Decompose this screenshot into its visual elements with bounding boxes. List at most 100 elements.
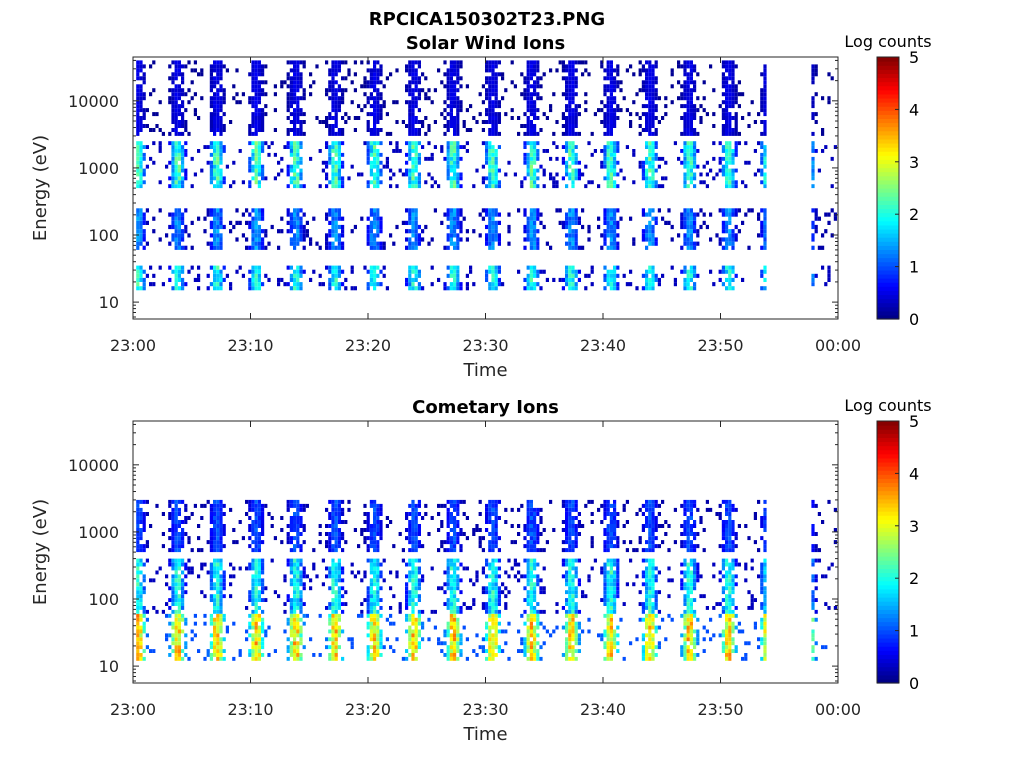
heatmap-cell bbox=[206, 273, 210, 278]
heatmap-cell bbox=[542, 184, 546, 189]
heatmap-cell bbox=[395, 224, 399, 230]
heatmap-cell bbox=[811, 160, 815, 165]
heatmap-cell bbox=[568, 116, 572, 120]
heatmap-cell bbox=[216, 216, 220, 221]
heatmap-cell bbox=[289, 629, 293, 634]
heatmap-cell bbox=[693, 84, 697, 89]
heatmap-cell bbox=[177, 265, 181, 270]
heatmap-cell bbox=[369, 80, 373, 85]
heatmap-cell bbox=[760, 131, 764, 136]
heatmap-cell bbox=[257, 540, 261, 545]
heatmap-cell bbox=[251, 273, 255, 278]
heatmap-cell bbox=[686, 76, 690, 81]
heatmap-cell bbox=[523, 124, 527, 128]
heatmap-cell bbox=[289, 613, 293, 618]
heatmap-cell bbox=[373, 220, 377, 225]
heatmap-cell bbox=[219, 574, 223, 579]
heatmap-cell bbox=[571, 72, 575, 77]
heatmap-cell bbox=[686, 149, 690, 153]
heatmap-cell bbox=[398, 149, 402, 153]
heatmap-cell bbox=[433, 88, 437, 93]
heatmap-cell bbox=[449, 116, 453, 120]
heatmap-cell bbox=[373, 112, 377, 117]
heatmap-cell bbox=[174, 92, 178, 97]
heatmap-cell bbox=[366, 184, 370, 189]
colorbar-segment bbox=[877, 298, 899, 304]
heatmap-cell bbox=[219, 558, 223, 563]
heatmap-cell bbox=[488, 224, 492, 230]
heatmap-cell bbox=[561, 286, 565, 291]
heatmap-cell bbox=[181, 536, 185, 541]
heatmap-cell bbox=[366, 586, 370, 591]
heatmap-cell bbox=[545, 241, 549, 246]
heatmap-cell bbox=[491, 152, 495, 157]
heatmap-cell bbox=[174, 160, 178, 165]
heatmap-cell bbox=[302, 582, 306, 587]
heatmap-cell bbox=[216, 72, 220, 77]
heatmap-cell bbox=[213, 507, 217, 512]
heatmap-cell bbox=[449, 80, 453, 85]
heatmap-cell bbox=[651, 172, 655, 177]
heatmap-cell bbox=[181, 104, 185, 109]
heatmap-cell bbox=[219, 131, 223, 136]
heatmap-cell bbox=[366, 124, 370, 128]
heatmap-cell bbox=[379, 168, 383, 173]
heatmap-cell bbox=[174, 594, 178, 599]
heatmap-cell bbox=[718, 168, 722, 173]
heatmap-cell bbox=[209, 152, 213, 157]
colorbar-segment bbox=[877, 290, 899, 296]
heatmap-cell bbox=[248, 594, 252, 599]
heatmap-cell bbox=[571, 84, 575, 89]
heatmap-cell bbox=[353, 60, 357, 65]
heatmap-cell bbox=[200, 566, 204, 571]
heatmap-cell bbox=[328, 653, 332, 657]
heatmap-cell bbox=[718, 141, 722, 146]
heatmap-cell bbox=[136, 625, 140, 630]
heatmap-cell bbox=[568, 237, 572, 242]
heatmap-cell bbox=[337, 269, 341, 274]
heatmap-cell bbox=[379, 68, 383, 73]
heatmap-cell bbox=[334, 168, 338, 173]
heatmap-cell bbox=[309, 72, 313, 77]
heatmap-cell bbox=[593, 149, 597, 153]
heatmap-cell bbox=[334, 88, 338, 93]
heatmap-cell bbox=[721, 172, 725, 177]
heatmap-cell bbox=[533, 152, 537, 157]
heatmap-cell bbox=[302, 602, 306, 606]
heatmap-cell bbox=[811, 64, 815, 69]
heatmap-cell bbox=[299, 598, 303, 602]
heatmap-cell bbox=[293, 282, 297, 287]
heatmap-cell bbox=[168, 100, 172, 105]
heatmap-cell bbox=[456, 176, 460, 181]
heatmap-cell bbox=[382, 265, 386, 270]
heatmap-cell bbox=[376, 108, 380, 113]
heatmap-cell bbox=[446, 80, 450, 85]
heatmap-cell bbox=[376, 562, 380, 567]
heatmap-cell bbox=[587, 72, 591, 77]
heatmap-cell bbox=[293, 548, 297, 553]
heatmap-cell bbox=[421, 145, 425, 149]
heatmap-cell bbox=[373, 520, 377, 524]
heatmap-cell bbox=[699, 172, 703, 177]
heatmap-cell bbox=[449, 160, 453, 165]
heatmap-cell bbox=[222, 570, 226, 575]
heatmap-cell bbox=[651, 180, 655, 185]
heatmap-cell bbox=[174, 60, 178, 65]
colorbar-segment bbox=[877, 188, 899, 193]
heatmap-cell bbox=[536, 241, 540, 246]
heatmap-cell bbox=[181, 602, 185, 606]
heatmap-cell bbox=[520, 180, 524, 185]
heatmap-cell bbox=[334, 617, 338, 622]
heatmap-cell bbox=[222, 124, 226, 128]
heatmap-cell bbox=[529, 120, 533, 124]
colorbar-segment bbox=[877, 249, 899, 255]
heatmap-cell bbox=[488, 241, 492, 246]
heatmap-cell bbox=[293, 609, 297, 614]
heatmap-cell bbox=[302, 503, 306, 508]
heatmap-cell bbox=[734, 141, 738, 146]
heatmap-cell bbox=[136, 120, 140, 124]
heatmap-cell bbox=[565, 220, 569, 225]
heatmap-cell bbox=[584, 273, 588, 278]
heatmap-cell bbox=[334, 60, 338, 65]
heatmap-cell bbox=[171, 152, 175, 157]
